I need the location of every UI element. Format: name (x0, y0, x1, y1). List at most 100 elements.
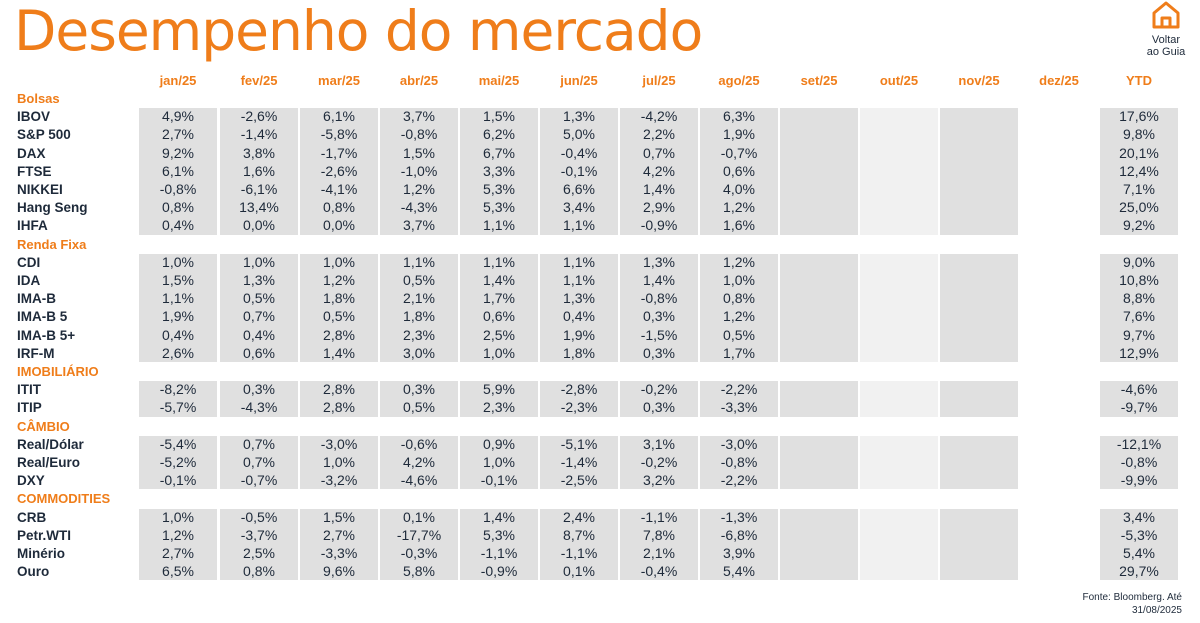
table-cell: 0,7% (643, 144, 675, 161)
row-label: IBOV (17, 109, 51, 125)
table-cell: 2,4% (563, 508, 595, 525)
table-cell: 1,0% (323, 454, 355, 470)
table-cell: -3,0% (720, 435, 758, 452)
table-cell: 8,7% (563, 526, 595, 543)
table-cell: 1,0% (483, 344, 515, 361)
table-cell: -8,2% (159, 381, 197, 398)
table-cell: -0,2% (640, 381, 678, 398)
table-cell: 2,3% (483, 399, 515, 416)
column-band (700, 508, 778, 581)
column-band (940, 508, 1018, 581)
table-cell: 0,6% (243, 344, 275, 361)
table-cell: 1,1% (483, 253, 515, 270)
table-cell: 0,3% (243, 381, 275, 398)
table-cell: -3,3% (320, 545, 358, 561)
table-cell: 1,0% (162, 253, 194, 270)
section-header: COMMODITIES (17, 491, 111, 507)
table-cell: 6,7% (483, 144, 515, 161)
table-cell: 0,9% (483, 435, 515, 452)
table-cell: -4,2% (640, 108, 678, 125)
column-band (940, 253, 1018, 362)
section-header: IMOBILIÁRIO (17, 364, 99, 379)
table-cell: 6,5% (162, 563, 194, 580)
table-cell: 6,6% (563, 181, 595, 197)
column-band (620, 253, 698, 362)
table-cell: 17,6% (1119, 108, 1159, 125)
table-cell: 12,9% (1119, 344, 1159, 361)
table-cell: 2,1% (403, 290, 435, 307)
table-cell: 0,8% (323, 199, 355, 216)
column-band (220, 435, 298, 490)
column-band (300, 381, 378, 417)
table-cell: 6,2% (483, 126, 515, 143)
table-cell: 0,5% (723, 326, 755, 343)
table-cell: 6,1% (162, 162, 194, 179)
table-cell: 8,8% (1123, 290, 1155, 307)
table-cell: 4,2% (643, 162, 675, 179)
table-cell: 1,7% (483, 290, 515, 307)
table-cell: 1,2% (162, 526, 194, 543)
table-cell: 0,4% (162, 217, 194, 234)
row-label: S&P 500 (17, 127, 71, 143)
table-cell: 0,3% (403, 381, 435, 398)
table-cell: 7,1% (1123, 181, 1155, 197)
table-cell: 1,8% (323, 290, 355, 307)
table-cell: 5,3% (483, 181, 515, 197)
table-cell: 3,0% (403, 344, 435, 361)
table-cell: -0,1% (159, 472, 197, 489)
row-label: IHFA (17, 218, 48, 234)
source-note: Fonte: Bloomberg. Até 31/08/2025 (1082, 591, 1182, 617)
table-cell: 2,2% (643, 126, 675, 143)
table-cell: -5,4% (159, 435, 197, 452)
column-header: ago/25 (718, 73, 760, 88)
table-cell: 1,3% (563, 290, 595, 307)
table-cell: 5,8% (403, 563, 435, 580)
column-band (460, 508, 538, 581)
table-cell: -3,3% (720, 399, 758, 416)
column-band (380, 253, 458, 362)
table-cell: 7,8% (643, 526, 675, 543)
row-label: Minério (17, 546, 66, 561)
column-band (139, 435, 217, 490)
column-header: mai/25 (478, 73, 520, 88)
table-cell: 25,0% (1119, 199, 1159, 216)
back-to-guide-button[interactable]: Voltar ao Guia (1143, 0, 1189, 58)
column-band (780, 108, 858, 235)
table-cell: 1,3% (643, 253, 675, 270)
column-band (860, 381, 938, 417)
table-cell: -0,8% (1120, 454, 1158, 470)
row-label: Real/Dólar (17, 436, 84, 452)
table-cell: 10,8% (1119, 272, 1159, 288)
column-header: jul/25 (642, 73, 676, 88)
table-cell: -0,1% (560, 162, 598, 179)
table-cell: -1,5% (640, 326, 678, 343)
table-cell: 1,9% (723, 126, 755, 143)
column-header: jan/25 (159, 73, 197, 88)
table-cell: 0,4% (162, 326, 194, 343)
table-cell: 9,8% (1123, 126, 1155, 143)
back-label-line-1: Voltar (1151, 34, 1181, 46)
table-cell: 9,7% (1123, 326, 1155, 343)
table-cell: -6,1% (240, 181, 278, 197)
column-band (380, 381, 458, 417)
column-band (540, 508, 618, 581)
section-header: Renda Fixa (17, 236, 87, 252)
column-band (220, 508, 298, 581)
column-band (540, 108, 618, 235)
column-band (380, 508, 458, 581)
table-cell: 2,7% (323, 526, 355, 543)
column-band (620, 108, 698, 235)
table-cell: 1,7% (723, 344, 755, 361)
table-cell: -2,5% (560, 472, 598, 489)
table-cell: -0,9% (640, 217, 678, 234)
column-band (940, 435, 1018, 490)
column-band (540, 435, 618, 490)
table-cell: 0,5% (403, 272, 435, 288)
table-cell: -5,7% (159, 399, 197, 416)
table-cell: 1,5% (483, 108, 515, 125)
table-cell: -9,7% (1120, 399, 1158, 416)
table-cell: -0,3% (400, 545, 438, 561)
column-band (220, 253, 298, 362)
page-title: Desempenho do mercado (14, 0, 703, 63)
column-band (940, 108, 1018, 235)
